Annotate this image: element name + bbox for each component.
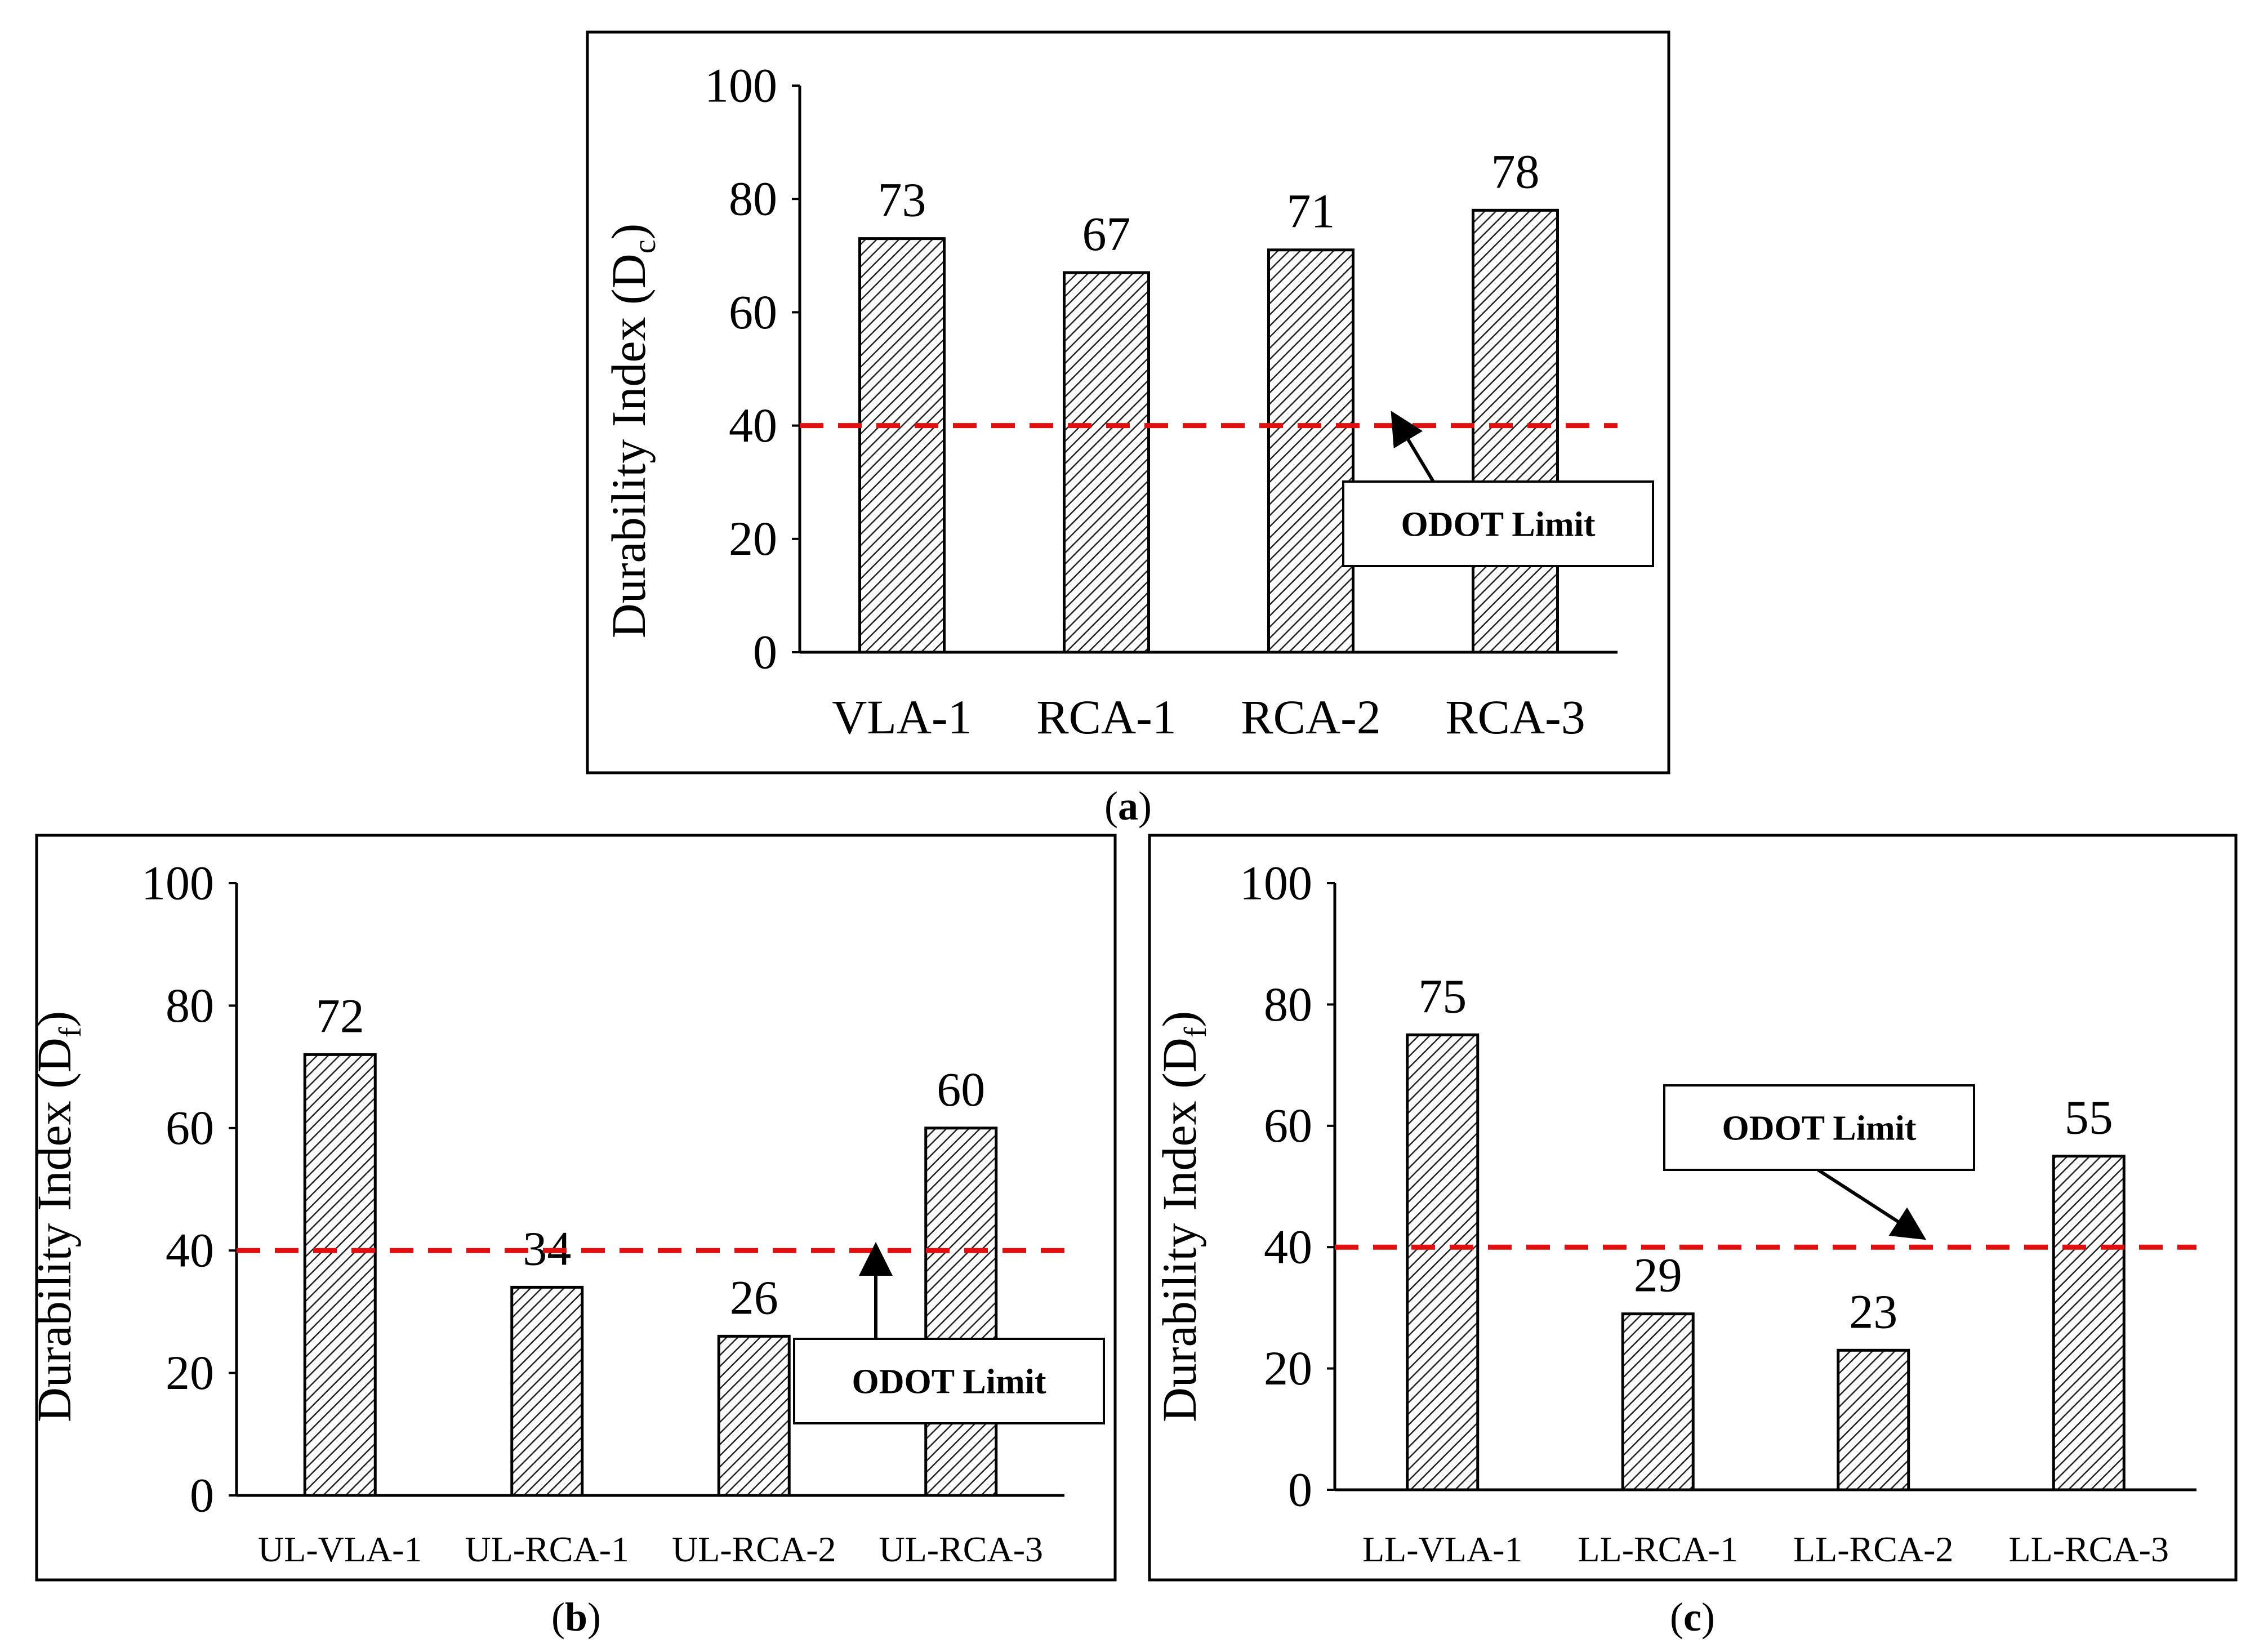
x-tick-label: LL-RCA-3: [2009, 1529, 2169, 1569]
odot-limit-label: ODOT Limit: [852, 1363, 1046, 1401]
bar-value-label: 23: [1849, 1284, 1897, 1338]
y-tick-label: 0: [1288, 1462, 1312, 1516]
bar-value-label: 29: [1634, 1248, 1682, 1302]
bar-value-label: 26: [730, 1270, 778, 1324]
bar-value-label: 72: [316, 988, 364, 1043]
panel-b-ylabel-text: Durability Index (Df): [27, 1011, 88, 1422]
panel-c-caption: (c): [1670, 1595, 1715, 1640]
x-tick-label: LL-RCA-2: [1793, 1529, 1953, 1569]
y-tick-label: 20: [166, 1346, 214, 1400]
x-tick-label: VLA-1: [832, 690, 972, 744]
panel-c-frame: [1148, 834, 2238, 1582]
bar: [1837, 1348, 1910, 1491]
bar: [1063, 271, 1150, 654]
odot-limit-label: ODOT Limit: [1401, 506, 1595, 544]
panel-b-axes: 02040608010072UL-VLA-134UL-RCA-126UL-RCA…: [141, 856, 1105, 1569]
panel-a-caption: (a): [1104, 783, 1152, 829]
bar: [2052, 1155, 2126, 1491]
x-tick-label: LL-VLA-1: [1362, 1529, 1522, 1569]
y-tick-label: 0: [753, 625, 777, 679]
bar: [510, 1285, 584, 1497]
y-tick-label: 80: [729, 172, 777, 226]
y-tick-label: 60: [166, 1101, 214, 1155]
y-tick-label: 80: [1264, 977, 1312, 1031]
x-tick-label: RCA-1: [1036, 690, 1176, 744]
y-tick-label: 40: [166, 1223, 214, 1277]
odot-limit-arrow: [1391, 411, 1435, 483]
bar-value-label: 78: [1491, 144, 1540, 198]
panel-b-ylabel: Durability Index (Df): [27, 1011, 88, 1422]
panel-c: Durability Index (Df) 0 20 40 60 80 100 75 LL-V…: [1148, 834, 2238, 1582]
odot-limit-box: [793, 1338, 1105, 1424]
bar-value-label: 55: [2065, 1090, 2113, 1145]
x-tick-label: UL-RCA-1: [465, 1529, 629, 1569]
bar-value-label: 71: [1287, 184, 1335, 238]
bar-value-label: 73: [878, 173, 926, 227]
bar: [1472, 208, 1559, 654]
bar: [858, 237, 946, 654]
y-tick-label: 20: [1264, 1341, 1312, 1395]
odot-limit-box: [1663, 1084, 1975, 1171]
bar-value-label: 75: [1418, 969, 1467, 1023]
y-tick-label: 100: [1240, 856, 1312, 910]
x-tick-label: UL-VLA-1: [258, 1529, 422, 1569]
panel-a-ylabel-text: Durability Index (Dc): [601, 224, 662, 639]
y-tick-label: 60: [1264, 1098, 1312, 1152]
y-tick-label: 60: [729, 285, 777, 339]
x-tick-label: RCA-2: [1241, 690, 1380, 744]
bar: [924, 1126, 998, 1497]
y-tick-label: 100: [141, 856, 214, 910]
odot-limit-arrow: [1817, 1168, 1927, 1240]
y-tick-label: 100: [705, 58, 777, 112]
y-tick-label: 40: [729, 398, 777, 452]
y-tick-label: 20: [729, 511, 777, 565]
x-tick-label: UL-RCA-2: [672, 1529, 836, 1569]
bar-value-label: 60: [937, 1062, 985, 1116]
bar-value-label: 67: [1082, 207, 1131, 261]
odot-limit-box: [1342, 480, 1654, 567]
panel-b: Durability Index (Df) 0 20 40 60 80 100 72 UL-V…: [27, 834, 1117, 1582]
panel-c-axes: 0 20 40 60 80 100 75 LL-VLA-1 29 LL-RCA-1 23 LL-RCA…: [1240, 856, 2196, 1569]
y-tick-label: 40: [1264, 1220, 1312, 1274]
bar: [1621, 1312, 1695, 1491]
panel-a-frame: [586, 30, 1670, 774]
y-tick-label: 0: [190, 1468, 214, 1522]
panel-c-ylabel: Durability Index (Df): [1152, 1011, 1213, 1422]
panel-a: Durability Index (Dc) 0 20 40 60 80 100 73 VLA-…: [586, 30, 1670, 774]
panel-a-axes: 0 20 40 60 80 100 73 VLA-1 67 RCA-1 71 RCA-2 78 RCA-3…: [705, 58, 1654, 744]
odot-limit-label: ODOT Limit: [1722, 1110, 1916, 1148]
bar: [1406, 1033, 1480, 1491]
panel-a-ylabel: Durability Index (Dc): [601, 224, 662, 639]
y-tick-label: 80: [166, 978, 214, 1032]
bar: [1267, 248, 1354, 654]
x-tick-label: RCA-3: [1445, 690, 1585, 744]
panel-b-caption: (b): [551, 1595, 601, 1640]
x-tick-label: LL-RCA-1: [1578, 1529, 1738, 1569]
panel-b-frame: [35, 834, 1117, 1582]
x-tick-label: UL-RCA-3: [879, 1529, 1043, 1569]
bar: [303, 1053, 377, 1497]
panel-c-ylabel-text: Durability Index (Df): [1152, 1011, 1213, 1422]
bar: [717, 1334, 791, 1497]
